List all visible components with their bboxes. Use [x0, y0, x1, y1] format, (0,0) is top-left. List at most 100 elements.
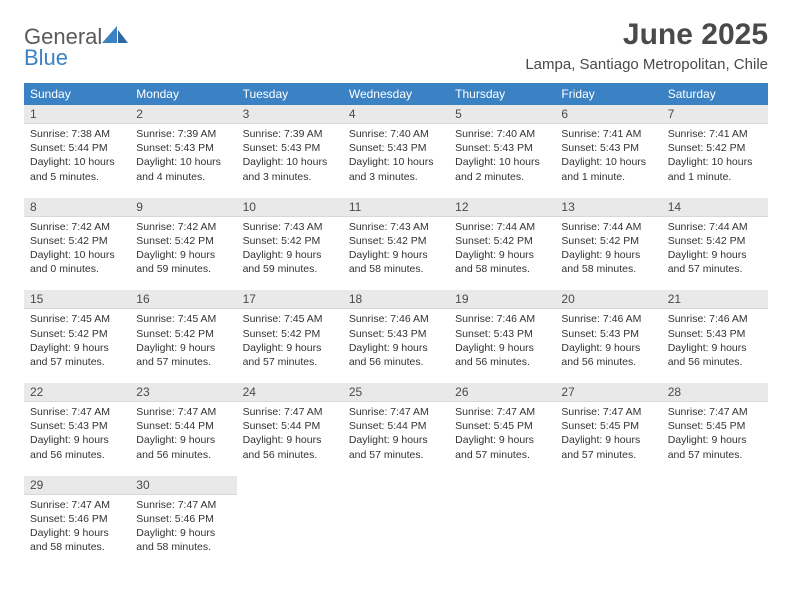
week-row: 22Sunrise: 7:47 AMSunset: 5:43 PMDayligh…: [24, 383, 768, 466]
day-number: 8: [24, 198, 130, 217]
day-cell: 14Sunrise: 7:44 AMSunset: 5:42 PMDayligh…: [662, 198, 768, 281]
sunset-text: Sunset: 5:42 PM: [30, 327, 124, 341]
sunrise-text: Sunrise: 7:44 AM: [561, 220, 655, 234]
sunset-text: Sunset: 5:42 PM: [349, 234, 443, 248]
daylight-text: Daylight: 10 hours and 4 minutes.: [136, 155, 230, 183]
daylight-text: Daylight: 10 hours and 3 minutes.: [349, 155, 443, 183]
sunset-text: Sunset: 5:42 PM: [561, 234, 655, 248]
sunset-text: Sunset: 5:42 PM: [668, 141, 762, 155]
sunrise-text: Sunrise: 7:39 AM: [136, 127, 230, 141]
day-number: 29: [24, 476, 130, 495]
sunrise-text: Sunrise: 7:42 AM: [136, 220, 230, 234]
sunrise-text: Sunrise: 7:39 AM: [243, 127, 337, 141]
day-number: 19: [449, 290, 555, 309]
day-number: 7: [662, 105, 768, 124]
daylight-text: Daylight: 9 hours and 59 minutes.: [243, 248, 337, 276]
sunset-text: Sunset: 5:43 PM: [668, 327, 762, 341]
daylight-text: Daylight: 9 hours and 57 minutes.: [668, 248, 762, 276]
day-number: 17: [237, 290, 343, 309]
day-number: 11: [343, 198, 449, 217]
day-cell: 22Sunrise: 7:47 AMSunset: 5:43 PMDayligh…: [24, 383, 130, 466]
day-body: Sunrise: 7:42 AMSunset: 5:42 PMDaylight:…: [130, 217, 236, 281]
day-cell: 20Sunrise: 7:46 AMSunset: 5:43 PMDayligh…: [555, 290, 661, 373]
sunrise-text: Sunrise: 7:47 AM: [668, 405, 762, 419]
daylight-text: Daylight: 9 hours and 58 minutes.: [561, 248, 655, 276]
title-block: June 2025 Lampa, Santiago Metropolitan, …: [525, 18, 768, 73]
daylight-text: Daylight: 9 hours and 56 minutes.: [243, 433, 337, 461]
sunrise-text: Sunrise: 7:47 AM: [30, 498, 124, 512]
day-cell: 25Sunrise: 7:47 AMSunset: 5:44 PMDayligh…: [343, 383, 449, 466]
day-cell: 17 Sunrise: 7:45 AMSunset: 5:42 PMDayligh…: [237, 290, 343, 373]
daylight-text: Daylight: 9 hours and 57 minutes.: [668, 433, 762, 461]
daylight-text: Daylight: 9 hours and 57 minutes.: [455, 433, 549, 461]
sunset-text: Sunset: 5:44 PM: [30, 141, 124, 155]
day-cell: [555, 476, 661, 559]
sunrise-text: Sunrise: 7:47 AM: [136, 498, 230, 512]
sunset-text: Sunset: 5:43 PM: [455, 141, 549, 155]
day-number: 6: [555, 105, 661, 124]
dow-cell: Friday: [555, 83, 661, 105]
day-cell: 2Sunrise: 7:39 AMSunset: 5:43 PMDaylight…: [130, 105, 236, 188]
day-cell: 23Sunrise: 7:47 AMSunset: 5:44 PMDayligh…: [130, 383, 236, 466]
sunrise-text: Sunrise: 7:40 AM: [349, 127, 443, 141]
calendar: SundayMondayTuesdayWednesdayThursdayFrid…: [24, 83, 768, 558]
sunset-text: Sunset: 5:43 PM: [561, 327, 655, 341]
daylight-text: Daylight: 10 hours and 0 minutes.: [30, 248, 124, 276]
day-number: 25: [343, 383, 449, 402]
day-of-week-header: SundayMondayTuesdayWednesdayThursdayFrid…: [24, 83, 768, 105]
day-cell: [343, 476, 449, 559]
day-body: Sunrise: 7:47 AMSunset: 5:43 PMDaylight:…: [24, 402, 130, 466]
daylight-text: Daylight: 10 hours and 1 minute.: [561, 155, 655, 183]
daylight-text: Daylight: 10 hours and 3 minutes.: [243, 155, 337, 183]
day-cell: 19Sunrise: 7:46 AMSunset: 5:43 PMDayligh…: [449, 290, 555, 373]
daylight-text: Daylight: 9 hours and 56 minutes.: [349, 341, 443, 369]
day-number: 16: [130, 290, 236, 309]
day-number: 4: [343, 105, 449, 124]
sunset-text: Sunset: 5:46 PM: [136, 512, 230, 526]
day-cell: 1Sunrise: 7:38 AMSunset: 5:44 PMDaylight…: [24, 105, 130, 188]
sunrise-text: Sunrise: 7:46 AM: [561, 312, 655, 326]
sunset-text: Sunset: 5:43 PM: [349, 141, 443, 155]
daylight-text: Daylight: 9 hours and 57 minutes.: [243, 341, 337, 369]
sunset-text: Sunset: 5:43 PM: [455, 327, 549, 341]
day-body: Sunrise: 7:46 AMSunset: 5:43 PMDaylight:…: [449, 309, 555, 373]
day-body: Sunrise: 7:47 AMSunset: 5:46 PMDaylight:…: [130, 495, 236, 559]
sunset-text: Sunset: 5:42 PM: [243, 327, 337, 341]
day-cell: 29Sunrise: 7:47 AMSunset: 5:46 PMDayligh…: [24, 476, 130, 559]
sunrise-text: Sunrise: 7:40 AM: [455, 127, 549, 141]
sunrise-text: Sunrise: 7:44 AM: [668, 220, 762, 234]
day-body: Sunrise: 7:43 AMSunset: 5:42 PMDaylight:…: [343, 217, 449, 281]
sunset-text: Sunset: 5:42 PM: [136, 234, 230, 248]
day-body: Sunrise: 7:47 AMSunset: 5:44 PMDaylight:…: [343, 402, 449, 466]
sunrise-text: Sunrise: 7:47 AM: [30, 405, 124, 419]
day-body: Sunrise: 7:38 AMSunset: 5:44 PMDaylight:…: [24, 124, 130, 188]
daylight-text: Daylight: 9 hours and 58 minutes.: [30, 526, 124, 554]
sunset-text: Sunset: 5:42 PM: [243, 234, 337, 248]
day-number: 9: [130, 198, 236, 217]
sunset-text: Sunset: 5:42 PM: [455, 234, 549, 248]
day-number: 23: [130, 383, 236, 402]
day-cell: [662, 476, 768, 559]
sunset-text: Sunset: 5:45 PM: [455, 419, 549, 433]
daylight-text: Daylight: 9 hours and 56 minutes.: [561, 341, 655, 369]
sunset-text: Sunset: 5:42 PM: [136, 327, 230, 341]
day-cell: 6Sunrise: 7:41 AMSunset: 5:43 PMDaylight…: [555, 105, 661, 188]
logo-sail-icon: [102, 26, 128, 44]
day-number: 15: [24, 290, 130, 309]
day-body: Sunrise: 7:46 AMSunset: 5:43 PMDaylight:…: [662, 309, 768, 373]
sunrise-text: Sunrise: 7:46 AM: [349, 312, 443, 326]
sunrise-text: Sunrise: 7:44 AM: [455, 220, 549, 234]
location: Lampa, Santiago Metropolitan, Chile: [525, 56, 768, 73]
day-body: Sunrise: 7:44 AMSunset: 5:42 PMDaylight:…: [449, 217, 555, 281]
day-cell: 26Sunrise: 7:47 AMSunset: 5:45 PMDayligh…: [449, 383, 555, 466]
sunset-text: Sunset: 5:43 PM: [30, 419, 124, 433]
day-number: 1: [24, 105, 130, 124]
sunrise-text: Sunrise: 7:45 AM: [136, 312, 230, 326]
dow-cell: Monday: [130, 83, 236, 105]
day-cell: 7Sunrise: 7:41 AMSunset: 5:42 PMDaylight…: [662, 105, 768, 188]
sunrise-text: Sunrise: 7:45 AM: [243, 312, 337, 326]
day-cell: 5Sunrise: 7:40 AMSunset: 5:43 PMDaylight…: [449, 105, 555, 188]
sunset-text: Sunset: 5:45 PM: [668, 419, 762, 433]
day-number: 30: [130, 476, 236, 495]
day-body: Sunrise: 7:40 AMSunset: 5:43 PMDaylight:…: [449, 124, 555, 188]
